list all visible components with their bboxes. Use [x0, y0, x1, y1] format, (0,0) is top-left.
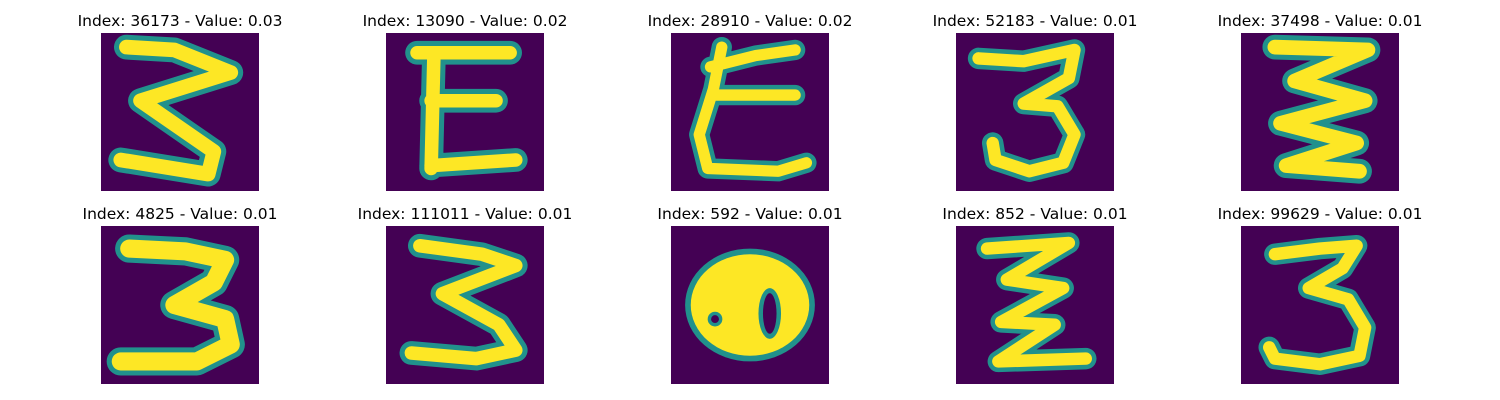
value-number: 0.01 — [1387, 205, 1423, 223]
value-label: Value: — [195, 12, 243, 30]
value-label: Value: — [1335, 205, 1383, 223]
value-number: 0.02 — [817, 12, 853, 30]
digit-image — [101, 33, 259, 191]
image-panel: Index: 111011 - Value: 0.01 — [358, 205, 572, 385]
value-number: 0.01 — [808, 205, 843, 223]
index-value: 111011 — [410, 205, 470, 223]
value-label: Value: — [755, 205, 804, 223]
value-label: Value: — [1040, 205, 1089, 223]
index-label: Index: — [77, 12, 126, 30]
image-panel: Index: 28910 - Value: 0.02 — [648, 12, 852, 192]
value-label: Value: — [485, 205, 533, 223]
digit-image — [956, 33, 1114, 191]
digit-image — [386, 226, 544, 384]
digit-image — [1241, 33, 1399, 191]
index-value: 37498 — [1270, 12, 1320, 30]
index-value: 4825 — [135, 205, 175, 223]
index-value: 99629 — [1270, 205, 1320, 223]
digit-image — [386, 33, 544, 191]
index-label: Index: — [1217, 12, 1266, 30]
panel-title: Index: 13090 - Value: 0.02 — [362, 12, 568, 30]
value-number: 0.02 — [532, 12, 568, 30]
value-number: 0.01 — [1093, 205, 1128, 223]
value-number: 0.01 — [537, 205, 573, 223]
index-value: 13090 — [415, 12, 465, 30]
value-number: 0.01 — [1102, 12, 1138, 30]
value-number: 0.03 — [247, 12, 283, 30]
panel-title: Index: 28910 - Value: 0.02 — [647, 12, 853, 30]
index-label: Index: — [362, 12, 411, 30]
index-value: 52183 — [985, 12, 1035, 30]
digit-image — [101, 226, 259, 384]
panel-title: Index: 36173 - Value: 0.03 — [77, 12, 283, 30]
panel-title: Index: 37498 - Value: 0.01 — [1217, 12, 1423, 30]
value-label: Value: — [480, 12, 528, 30]
image-panel: Index: 99629 - Value: 0.01 — [1218, 205, 1422, 385]
image-panel: Index: 13090 - Value: 0.02 — [363, 12, 567, 192]
value-label: Value: — [1050, 12, 1098, 30]
image-panel: Index: 4825 - Value: 0.01 — [83, 205, 278, 385]
panel-title: Index: 99629 - Value: 0.01 — [1217, 205, 1423, 223]
value-label: Value: — [190, 205, 239, 223]
index-label: Index: — [82, 205, 131, 223]
value-number: 0.01 — [242, 205, 278, 223]
digit-image — [671, 33, 829, 191]
index-value: 36173 — [130, 12, 180, 30]
image-panel: Index: 52183 - Value: 0.01 — [933, 12, 1137, 192]
digit-image — [956, 226, 1114, 384]
index-value: 852 — [995, 205, 1025, 223]
index-label: Index: — [357, 205, 406, 223]
image-panel: Index: 37498 - Value: 0.01 — [1218, 12, 1422, 192]
index-value: 28910 — [700, 12, 750, 30]
index-value: 592 — [710, 205, 740, 223]
image-panel: Index: 592 - Value: 0.01 — [657, 205, 843, 385]
index-label: Index: — [647, 12, 696, 30]
panel-title: Index: 52183 - Value: 0.01 — [932, 12, 1138, 30]
value-label: Value: — [1335, 12, 1383, 30]
panel-title: Index: 592 - Value: 0.01 — [657, 205, 843, 223]
value-label: Value: — [765, 12, 813, 30]
panel-title: Index: 111011 - Value: 0.01 — [357, 205, 573, 223]
index-label: Index: — [657, 205, 706, 223]
index-label: Index: — [942, 205, 991, 223]
index-label: Index: — [932, 12, 981, 30]
image-panel: Index: 852 - Value: 0.01 — [942, 205, 1128, 385]
image-panel: Index: 36173 - Value: 0.03 — [78, 12, 282, 192]
panel-title: Index: 4825 - Value: 0.01 — [82, 205, 278, 223]
panel-title: Index: 852 - Value: 0.01 — [942, 205, 1128, 223]
digit-image — [671, 226, 829, 384]
digit-image — [1241, 226, 1399, 384]
index-label: Index: — [1217, 205, 1266, 223]
value-number: 0.01 — [1387, 12, 1423, 30]
